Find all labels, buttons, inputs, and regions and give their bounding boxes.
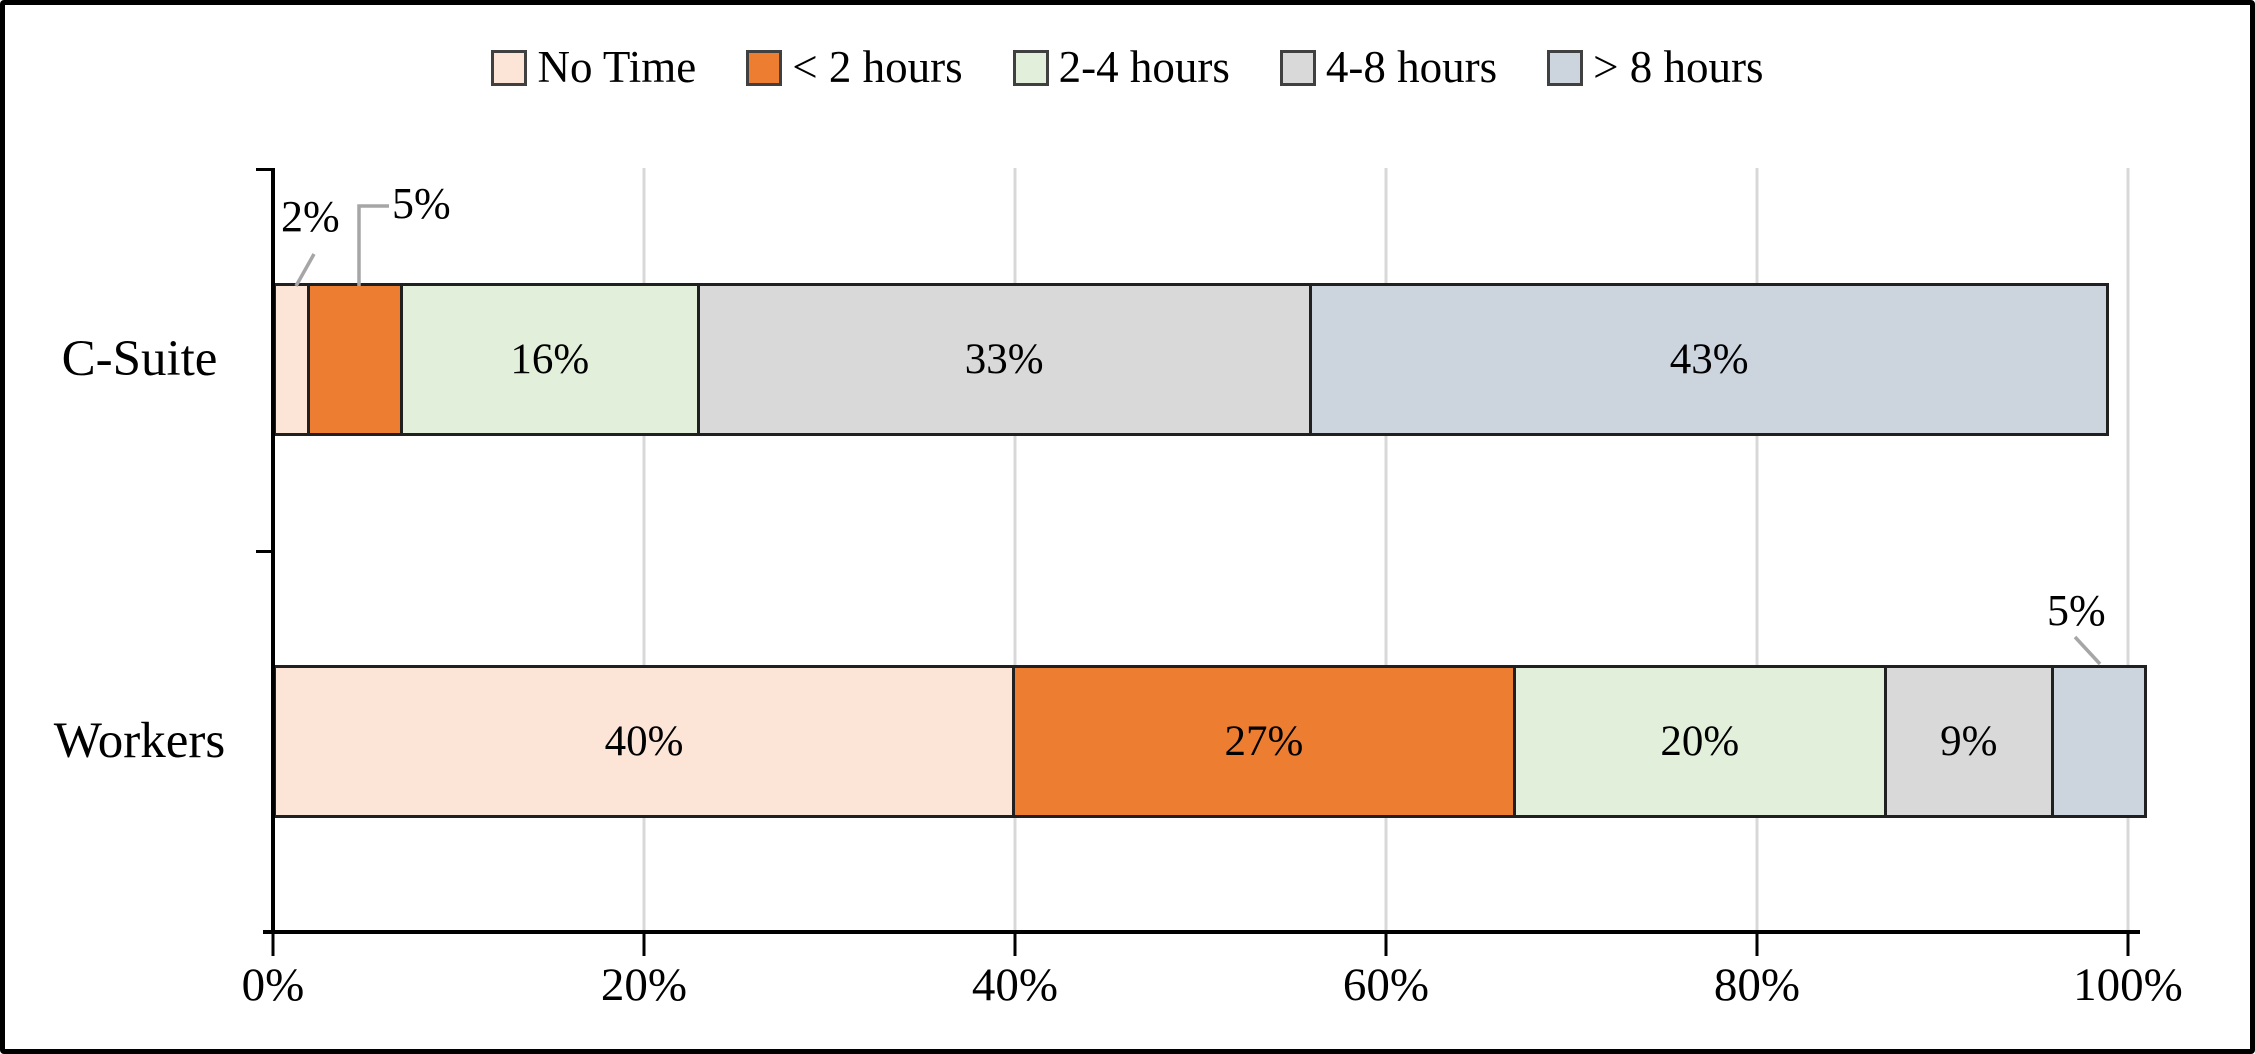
legend-label: < 2 hours — [792, 42, 963, 92]
bar-segment-workers-8-hours — [2050, 665, 2147, 818]
x-axis-tick — [1755, 934, 1759, 956]
x-axis-tick — [1013, 934, 1017, 956]
x-axis-tick-label: 20% — [600, 959, 688, 1011]
bar-segment-c-suite-8-hours: 43% — [1308, 283, 2110, 436]
bar-workers: 40% 27% 20% 9% — [273, 665, 2147, 818]
segment-label: 40% — [604, 718, 684, 765]
bar-segment-c-suite-4-8-hours: 33% — [696, 283, 1312, 436]
legend-item-8-hours: > 8 hours — [1547, 42, 1764, 92]
x-axis-tick — [271, 934, 275, 956]
x-axis-tick-label: 100% — [2073, 959, 2183, 1011]
x-axis-tick-label: 0% — [241, 959, 305, 1011]
segment-label: 43% — [1669, 336, 1749, 383]
y-axis-tick — [256, 168, 272, 171]
x-axis-tick — [642, 934, 646, 956]
legend-item-4-8-hours: 4-8 hours — [1279, 42, 1498, 92]
legend-swatch-icon — [1547, 49, 1584, 86]
bar-segment-c-suite-no-time — [273, 283, 311, 436]
legend-label: No Time — [537, 42, 697, 92]
x-axis-tick — [2126, 934, 2130, 956]
callout-label-workers-gt-8-hours: 5% — [2047, 586, 2106, 635]
segment-label: 9% — [1940, 718, 1998, 765]
chart-legend: No Time < 2 hours 2-4 hours 4-8 hours > 8 ho… — [5, 45, 2250, 90]
segment-label: 33% — [964, 336, 1044, 383]
gridline — [2126, 168, 2130, 930]
y-axis-line — [271, 168, 275, 932]
x-axis-tick-label: 40% — [971, 959, 1059, 1011]
legend-swatch-icon — [491, 49, 528, 86]
bar-segment-c-suite-2-4-hours: 16% — [399, 283, 700, 436]
category-label-c-suite: C-Suite — [61, 331, 218, 387]
callout-label-c-suite-lt-2-hours: 5% — [392, 179, 451, 228]
y-axis-tick — [256, 550, 272, 553]
x-axis-tick-label: 60% — [1342, 959, 1430, 1011]
legend-item-2-hours: < 2 hours — [746, 42, 963, 92]
x-axis-tick-label: 80% — [1713, 959, 1801, 1011]
segment-label: 20% — [1660, 718, 1740, 765]
legend-swatch-icon — [1012, 49, 1049, 86]
legend-swatch-icon — [746, 49, 783, 86]
bar-segment-c-suite-2-hours — [307, 283, 403, 436]
legend-label: > 8 hours — [1593, 42, 1764, 92]
gridline — [1384, 168, 1388, 930]
gridline — [1755, 168, 1759, 930]
legend-swatch-icon — [1279, 49, 1316, 86]
gridline — [642, 168, 646, 930]
x-axis-tick — [1384, 934, 1388, 956]
category-label-workers: Workers — [53, 713, 226, 769]
bar-segment-workers-4-8-hours: 9% — [1883, 665, 2054, 818]
gridline — [1013, 168, 1017, 930]
segment-label: 16% — [510, 336, 590, 383]
bar-c-suite: 16% 33% 43% — [273, 283, 2128, 436]
legend-item-2-4-hours: 2-4 hours — [1012, 42, 1230, 92]
legend-label: 2-4 hours — [1058, 42, 1230, 92]
segment-label: 27% — [1224, 718, 1304, 765]
x-axis-line — [263, 930, 2140, 934]
plot-area: 0% 20% 40% 60% 80% 100% 16% 33% 43% 40% 27% 20% 9% — [242, 168, 2183, 1009]
bar-segment-workers-2-hours: 27% — [1012, 665, 1516, 818]
callout-label-c-suite-no-time: 2% — [281, 192, 340, 241]
legend-label: 4-8 hours — [1325, 42, 1498, 92]
bar-segment-workers-no-time: 40% — [273, 665, 1015, 818]
bar-segment-workers-2-4-hours: 20% — [1512, 665, 1887, 818]
legend-item-no-time: No Time — [491, 45, 696, 90]
